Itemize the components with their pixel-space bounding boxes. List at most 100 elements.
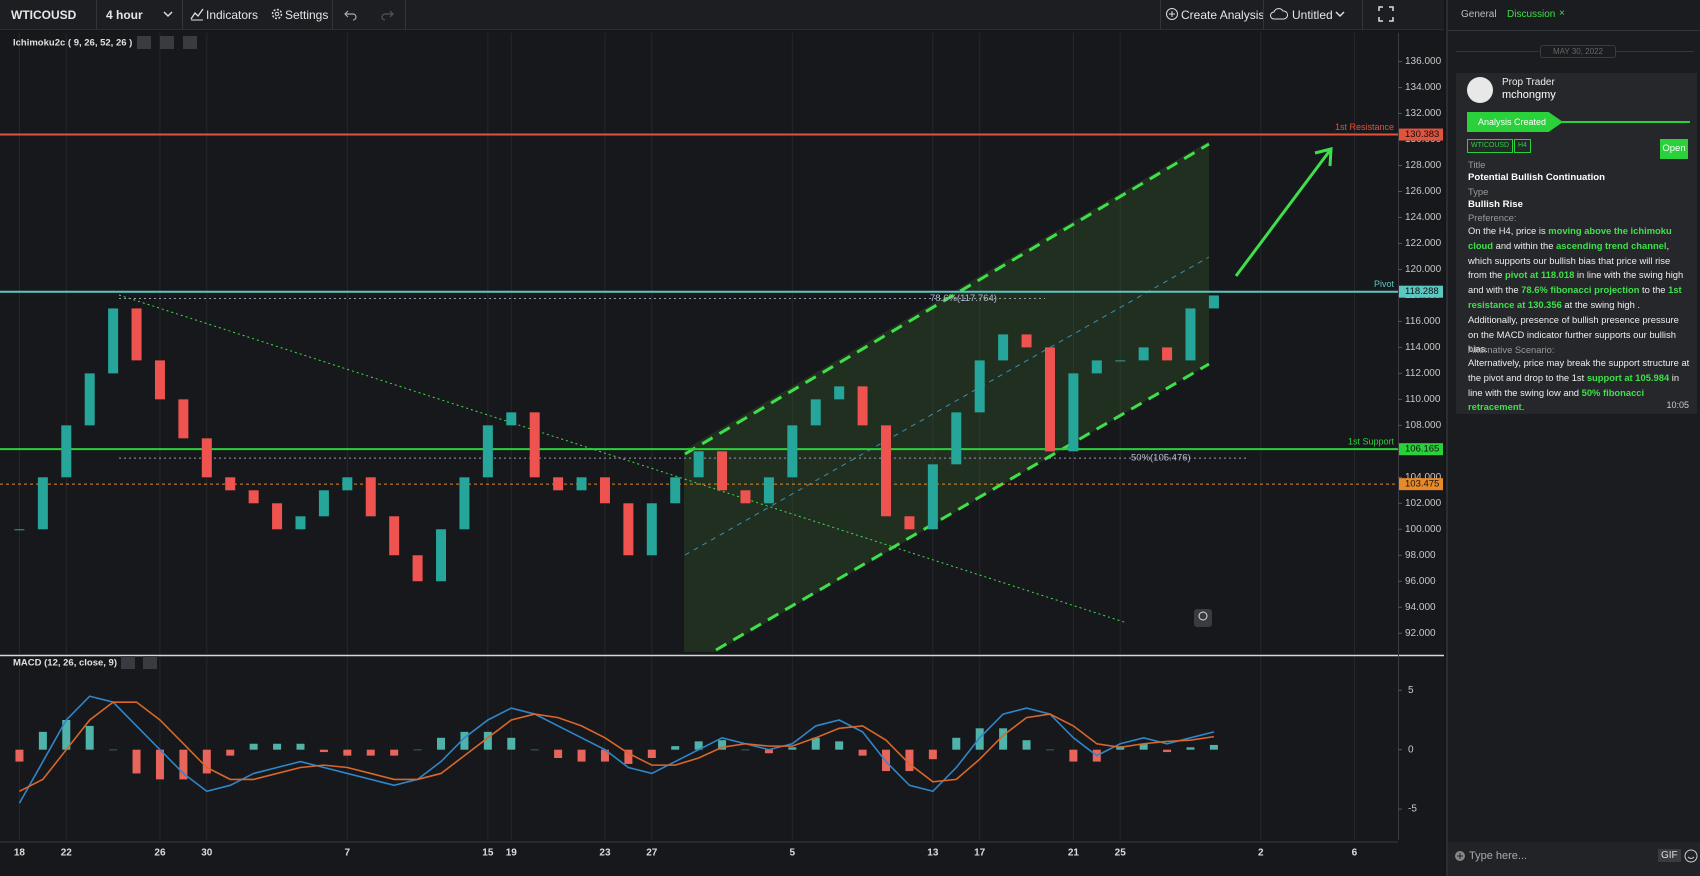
histogram-bar: [507, 737, 516, 750]
candle: [37, 477, 48, 530]
redo-button[interactable]: [380, 7, 394, 21]
y-tick-label: 108.000: [1405, 420, 1442, 431]
y-tick-label: 136.000: [1405, 56, 1442, 67]
interval[interactable]: 4 hour: [106, 8, 143, 22]
histogram-bar: [390, 749, 399, 756]
cloud-icon: [1270, 8, 1288, 20]
candle: [295, 516, 306, 530]
candle: [1068, 373, 1079, 452]
text: in line with the swing high and with the: [1468, 269, 1684, 296]
arrow-head: [1314, 147, 1333, 167]
text: .: [1521, 401, 1525, 413]
histogram-bar: [1163, 749, 1172, 753]
y-tick-label: 96.000: [1405, 576, 1436, 587]
emoji-button[interactable]: [1684, 849, 1698, 863]
field-label: Alternative Scenario:: [1468, 344, 1555, 355]
histogram-bar: [1209, 744, 1218, 750]
separator: [1160, 0, 1161, 29]
message-input[interactable]: Type here...: [1469, 850, 1528, 862]
price-label-box: [1399, 285, 1443, 298]
bulb-icon[interactable]: [1194, 609, 1212, 627]
text: On the H4, price is: [1468, 225, 1549, 236]
level-label: 1st Resistance: [1335, 122, 1394, 132]
add-icon[interactable]: [1454, 850, 1466, 862]
tab-close[interactable]: ×: [1559, 8, 1565, 19]
x-tick-label: 15: [482, 848, 494, 859]
price-label: 130.383: [1405, 129, 1439, 140]
trend-line: [118, 294, 1128, 624]
histogram-bar: [483, 731, 492, 750]
price-label-box: [1399, 443, 1443, 456]
candle: [84, 373, 95, 426]
channel-upper: [684, 142, 1210, 456]
x-tick-label: 2: [1258, 848, 1264, 859]
divider: [1448, 30, 1700, 31]
histogram-bar: [273, 743, 282, 750]
candle: [482, 425, 493, 478]
x-tick-label: 26: [154, 848, 166, 859]
y-tick-label: -5: [1408, 804, 1417, 815]
separator: [1362, 0, 1363, 29]
x-tick-label: 27: [646, 848, 658, 859]
histogram-bar: [413, 749, 422, 751]
settings-button[interactable]: [121, 656, 135, 669]
histogram-bar: [788, 747, 797, 750]
settings-button[interactable]: [160, 36, 174, 49]
candle: [529, 412, 540, 478]
tag: WTICOUSD: [1467, 139, 1514, 153]
y-tick-label: 122.000: [1405, 238, 1442, 249]
open-button[interactable]: Open: [1660, 139, 1688, 159]
settings-button[interactable]: Settings: [285, 8, 329, 22]
delete-button[interactable]: [183, 36, 197, 49]
chart-area: Ichimoku2c ( 9, 26, 52, 26 ) MACD (12, 2…: [0, 33, 1444, 859]
histogram-bar: [647, 749, 656, 759]
candle: [459, 477, 470, 530]
histogram-bar: [764, 749, 773, 754]
histogram-bar: [1045, 749, 1054, 751]
fib-label: 50%(105.476): [1131, 453, 1191, 464]
layout-name[interactable]: Untitled: [1292, 8, 1333, 22]
highlight-text: pivot at 118.018: [1505, 269, 1575, 281]
user-name: mchongmy: [1502, 89, 1556, 101]
chevron: [1335, 11, 1345, 18]
chevron: [163, 11, 173, 18]
separator: [1263, 0, 1264, 29]
x-tick-label: 5: [790, 848, 796, 859]
create-analysis-button[interactable]: Create Analysis: [1181, 8, 1265, 22]
candle: [1044, 347, 1055, 452]
indicators-button[interactable]: Indicators: [206, 8, 259, 22]
histogram-bar: [109, 749, 118, 751]
x-tick-label: 22: [61, 848, 73, 859]
histogram-bar: [38, 731, 47, 750]
fib-label: 78.6%(117.764): [930, 293, 997, 304]
histogram-bar: [85, 725, 94, 750]
candle: [881, 425, 892, 517]
y-tick-label: 104.000: [1405, 472, 1442, 483]
histogram-bar: [905, 749, 914, 772]
histogram-bar: [554, 749, 563, 759]
fullscreen-button[interactable]: [1378, 6, 1394, 22]
eye-button[interactable]: [137, 36, 151, 49]
tab-active[interactable]: Discussion: [1507, 9, 1556, 20]
toolbar: WTICOUSD 4 hour Indicators Settings Crea…: [0, 0, 1444, 30]
separator: [405, 0, 406, 29]
y-tick-label: 126.000: [1405, 186, 1442, 197]
histogram-bar: [741, 749, 750, 751]
price-label: 106.165: [1405, 444, 1439, 455]
highlight-text: 78.6% fibonacci projection: [1521, 284, 1640, 296]
histogram-bar: [343, 749, 352, 756]
candle: [576, 477, 587, 491]
price-label: 103.475: [1405, 479, 1439, 490]
histogram-bar: [811, 737, 820, 750]
symbol[interactable]: WTICOUSD: [11, 8, 77, 22]
histogram-bar: [718, 740, 727, 750]
gif-button[interactable]: GIF: [1658, 849, 1681, 862]
x-tick-label: 6: [1352, 848, 1358, 859]
y-tick-label: 98.000: [1405, 550, 1436, 561]
text: at the swing high . Additionally, presen…: [1468, 298, 1679, 355]
text: , which supports our bullish bias that p…: [1468, 239, 1671, 281]
delete-button[interactable]: [143, 656, 157, 669]
undo-button[interactable]: [344, 7, 358, 21]
tab[interactable]: General: [1461, 9, 1497, 20]
side-panel: General Discussion × MAY 30, 2022 Prop T…: [1446, 0, 1700, 876]
